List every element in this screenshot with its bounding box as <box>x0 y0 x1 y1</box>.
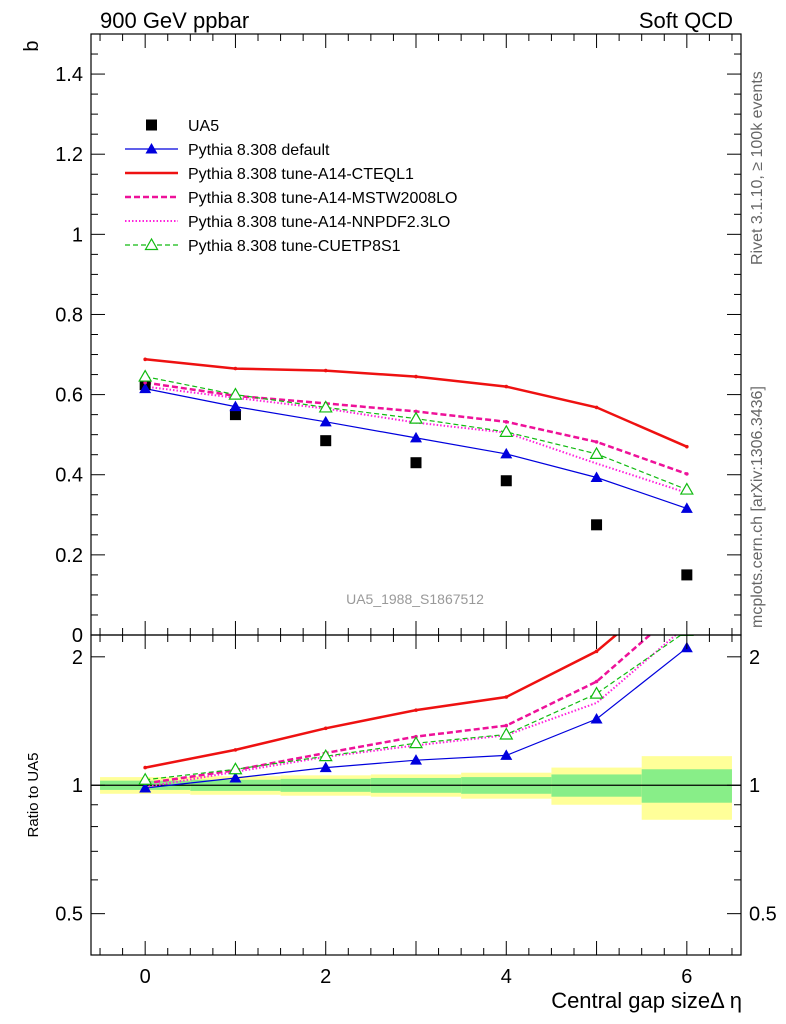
main-series-0-point-4 <box>500 475 512 487</box>
ratio-series-2-point-6 <box>685 601 689 605</box>
ratio-series-2-point-5 <box>594 679 599 684</box>
ratio-series-4-point-0 <box>138 772 153 785</box>
main-series-2-point-4 <box>504 384 509 389</box>
legend-label-2: Pythia 8.308 tune-A14-CTEQL1 <box>188 166 414 183</box>
main-series-3-point-0 <box>143 380 147 385</box>
main-y-tick-label: 0.4 <box>55 465 83 487</box>
legend-marker-1 <box>145 143 158 154</box>
main-series-5-point-6 <box>679 482 694 495</box>
legend-marker-0 <box>146 119 157 131</box>
ratio-series-4-point-5 <box>589 686 604 699</box>
ratio-series-line-0 <box>145 647 688 789</box>
main-series-2-point-3 <box>414 374 418 379</box>
legend-label-3: Pythia 8.308 tune-A14-MSTW2008LO <box>188 190 457 207</box>
ratio-series-4-point-4 <box>499 727 514 740</box>
ratio-series-0-point-2 <box>319 761 332 773</box>
main-series-0-point-1 <box>229 409 241 421</box>
ratio-y-tick-label: 1 <box>72 775 83 797</box>
ratio-series-0-point-5 <box>590 712 603 724</box>
ratio-series-4-point-2 <box>318 748 333 762</box>
side-mcplots-label: mcplots.cern.ch [arXiv:1306.3436] <box>749 386 766 628</box>
x-tick-label: 4 <box>501 966 512 988</box>
ratio-y-tick-label-right: 1 <box>749 775 760 797</box>
main-y-tick-label: 0.6 <box>55 385 83 407</box>
ratio-series-0-point-3 <box>410 754 422 765</box>
main-series-1-point-0 <box>139 382 152 394</box>
main-series-2-point-1 <box>233 366 238 371</box>
main-y-tick-label: 1 <box>72 224 83 246</box>
main-series-0-point-3 <box>410 457 422 469</box>
main-series-5-point-0 <box>138 369 153 382</box>
main-series-1-point-3 <box>410 431 422 443</box>
side-rivet-label: Rivet 3.1.10, ≥ 100k events <box>749 71 766 265</box>
main-panel-series <box>138 357 694 581</box>
main-series-2-point-5 <box>594 405 599 410</box>
main-series-1-point-1 <box>229 400 242 412</box>
ratio-y-tick-label-right: 2 <box>749 647 760 669</box>
legend-label-0: UA5 <box>188 118 219 135</box>
main-y-tick-label: 1.4 <box>55 64 83 86</box>
main-series-0-point-2 <box>320 435 332 447</box>
ratio-series-4-point-1 <box>228 762 243 775</box>
ratio-series-1-point-3 <box>414 708 418 712</box>
main-y-tick-label: 0.2 <box>55 545 83 567</box>
ratio-series-4-point-3 <box>408 735 424 749</box>
main-series-2-point-0 <box>143 357 147 362</box>
legend-label-4: Pythia 8.308 tune-A14-NNPDF2.3LO <box>188 214 450 231</box>
main-y-tick-label: 0 <box>72 625 83 647</box>
main-series-5-point-3 <box>408 411 424 424</box>
main-series-0-point-6 <box>681 569 693 581</box>
main-series-3-point-3 <box>414 409 418 414</box>
legend-marker-5 <box>144 237 159 251</box>
header-right: Soft QCD <box>639 8 733 33</box>
ratio-panel-bands <box>91 756 741 820</box>
ratio-series-1-point-2 <box>323 726 328 731</box>
axes: 00.20.40.60.811.21.40 2 4 60.5 0.51 12 2 <box>55 33 777 988</box>
main-series-3-point-5 <box>594 440 599 444</box>
ratio-inner-band-6 <box>641 769 732 803</box>
main-series-3-point-4 <box>504 420 509 424</box>
legend-label-5: Pythia 8.308 tune-CUETP8S1 <box>188 238 401 255</box>
ratio-series-2-point-4 <box>504 723 509 728</box>
x-axis-label: Central gap sizeΔ η <box>551 988 742 1013</box>
header-left: 900 GeV ppbar <box>100 8 249 33</box>
main-y-tick-label: 0.8 <box>55 304 83 326</box>
analysis-label: UA5_1988_S1867512 <box>346 591 484 607</box>
main-y-tick-label: 1.2 <box>55 144 83 166</box>
ratio-series-1-point-5 <box>594 649 599 654</box>
ratio-y-tick-label-right: 0.5 <box>749 904 777 926</box>
ratio-panel-series <box>138 601 694 793</box>
x-tick-label: 0 <box>140 966 151 988</box>
main-series-line-1 <box>145 388 687 509</box>
x-tick-label: 2 <box>320 966 331 988</box>
main-series-0-point-5 <box>591 519 603 531</box>
ratio-series-0-point-4 <box>500 749 513 760</box>
ratio-series-1-point-0 <box>143 765 147 770</box>
legend: UA5 Pythia 8.308 default Pythia 8.308 tune… <box>125 118 457 255</box>
main-series-1-point-2 <box>319 415 332 427</box>
ratio-series-1-point-1 <box>233 748 238 752</box>
main-series-3-point-6 <box>685 472 689 476</box>
ratio-series-0-point-0 <box>139 782 152 793</box>
main-series-5-point-2 <box>318 400 333 413</box>
main-series-1-point-6 <box>680 502 693 513</box>
ratio-y-tick-label: 2 <box>72 647 83 669</box>
main-series-5-point-4 <box>499 424 514 437</box>
main-y-axis-label: b <box>21 40 43 51</box>
ratio-series-0-point-1 <box>229 771 242 783</box>
ratio-y-axis-label: Ratio to UA5 <box>25 752 42 837</box>
main-series-5-point-5 <box>589 446 604 459</box>
main-series-1-point-5 <box>590 471 603 483</box>
main-series-1-point-4 <box>500 447 513 459</box>
legend-label-1: Pythia 8.308 default <box>188 142 330 159</box>
ratio-series-1-point-4 <box>504 695 509 699</box>
main-series-2-point-6 <box>685 444 689 449</box>
main-series-5-point-1 <box>228 387 243 400</box>
main-series-2-point-2 <box>323 368 328 373</box>
ratio-y-tick-label: 0.5 <box>55 904 83 926</box>
x-tick-label: 6 <box>681 966 692 988</box>
